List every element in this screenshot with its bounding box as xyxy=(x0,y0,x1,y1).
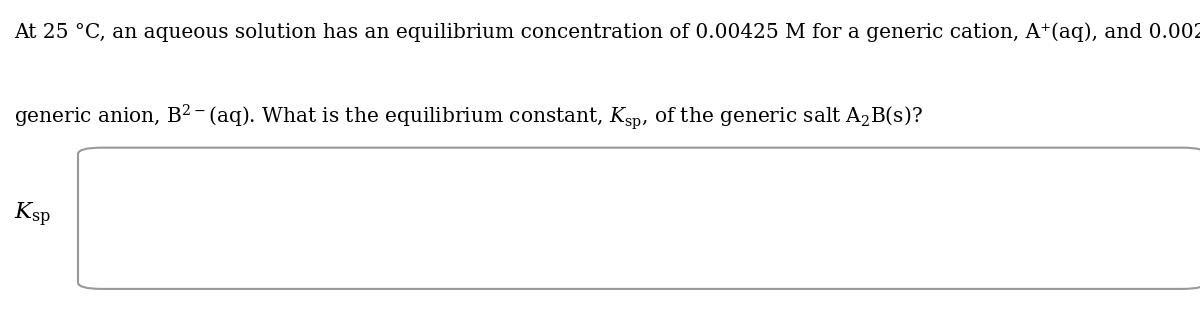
Text: At 25 °C, an aqueous solution has an equilibrium concentration of 0.00425 M for : At 25 °C, an aqueous solution has an equ… xyxy=(14,22,1200,42)
Text: =: = xyxy=(77,204,96,226)
Text: generic anion, B$^{2-}$(aq). What is the equilibrium constant, $K_{\mathrm{sp}}$: generic anion, B$^{2-}$(aq). What is the… xyxy=(14,103,923,133)
FancyBboxPatch shape xyxy=(78,148,1200,289)
Text: $\mathit{K}_{\mathrm{sp}}$: $\mathit{K}_{\mathrm{sp}}$ xyxy=(14,201,52,229)
